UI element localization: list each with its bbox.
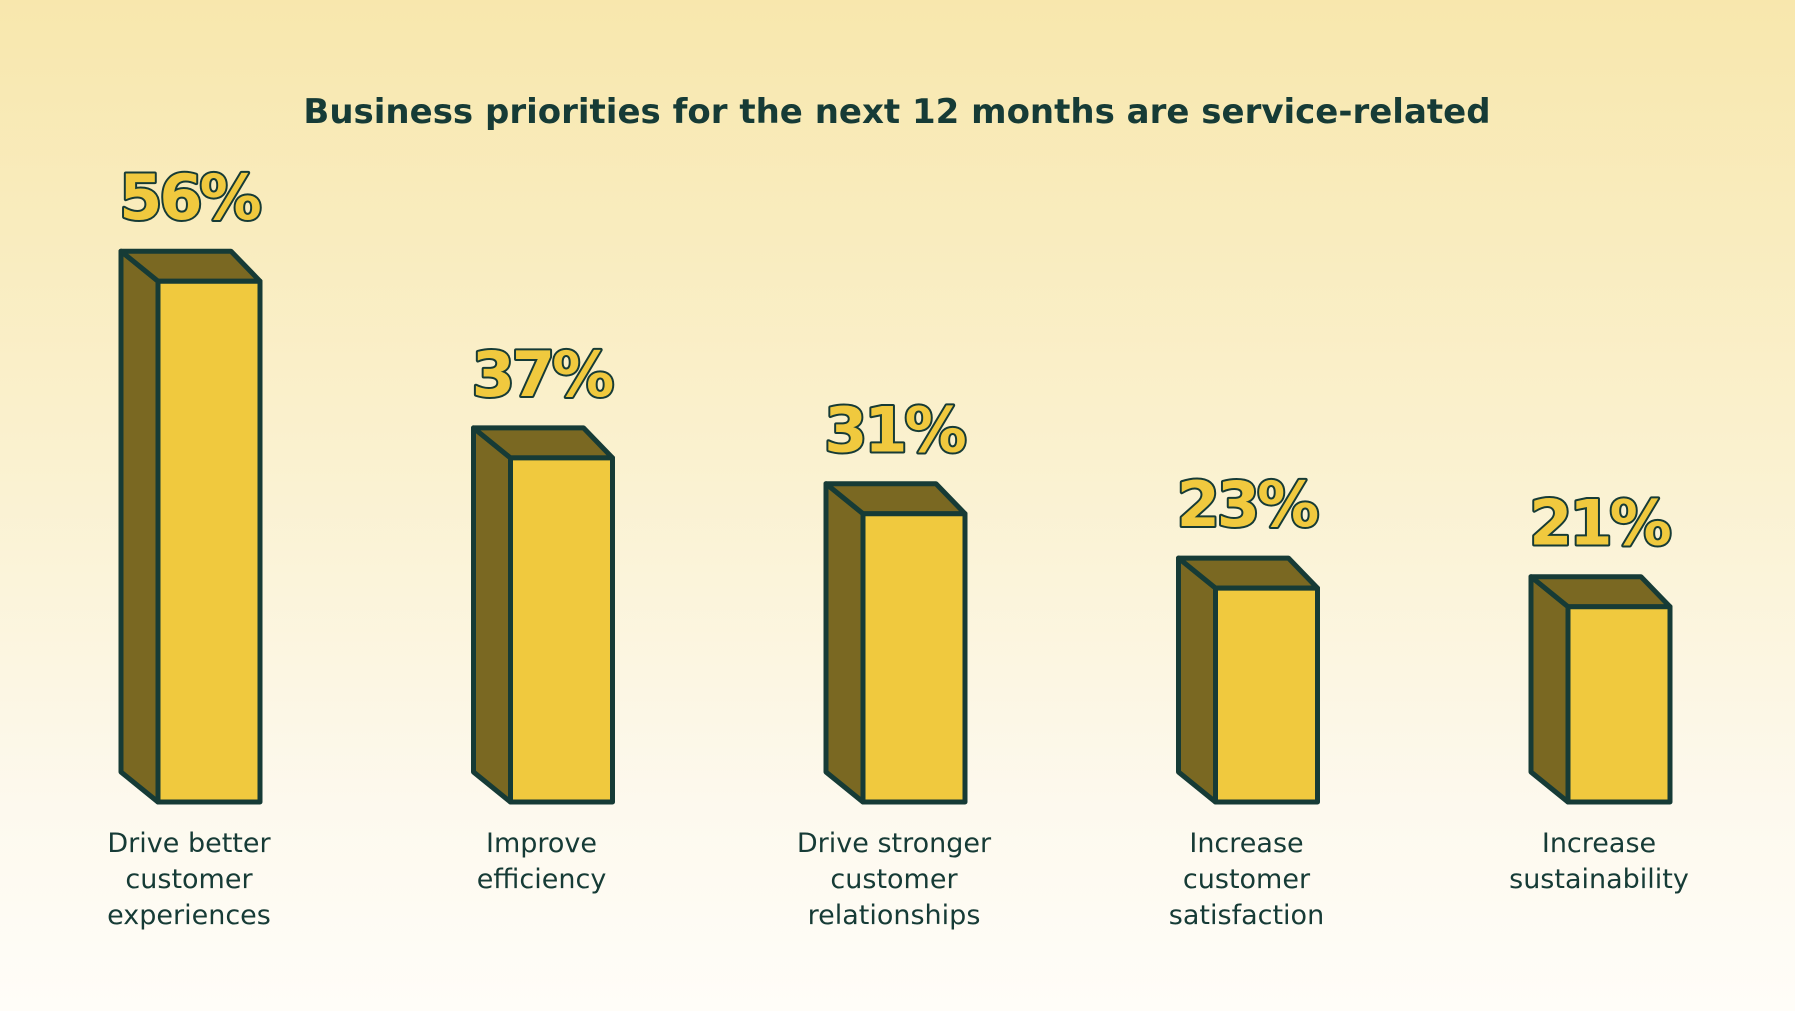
bar-front-face [508, 455, 615, 805]
value-label-1: 56% [119, 161, 260, 234]
category-label-line: experiences [107, 900, 271, 931]
category-label-line: customer [125, 864, 253, 895]
chart-title: Business priorities for the next 12 mont… [303, 92, 1490, 132]
bar-3 [823, 481, 968, 805]
bar-5 [1528, 574, 1673, 805]
category-label-line: Improve [486, 828, 597, 859]
category-label-line: customer [1183, 864, 1311, 895]
category-label-line: Drive stronger [797, 828, 992, 859]
value-label-4: 23% [1177, 468, 1318, 541]
category-label-5: Increase sustainability [1509, 828, 1689, 895]
category-label-line: Increase [1542, 828, 1656, 859]
bar-side-face [118, 248, 161, 805]
category-label-line: satisfaction [1169, 900, 1324, 931]
bar-4 [1176, 555, 1320, 805]
category-label-line: sustainability [1509, 864, 1689, 895]
value-label-2: 37% [472, 338, 613, 411]
bar-front-face [1213, 585, 1320, 805]
category-label-2: Improve efficiency [477, 828, 607, 895]
value-label-5: 21% [1529, 487, 1670, 560]
category-label-1: Drive better customer experiences [107, 828, 271, 931]
category-label-line: relationships [808, 900, 981, 931]
category-label-line: efficiency [477, 864, 607, 895]
bar-side-face [823, 481, 866, 805]
category-label-line: Increase [1189, 828, 1303, 859]
bar-side-face [1528, 574, 1571, 805]
category-label-line: customer [830, 864, 958, 895]
bar-1 [118, 248, 263, 805]
value-label-3: 31% [824, 394, 965, 467]
bar-front-face [155, 278, 263, 805]
category-label-3: Drive stronger customer relationships [797, 828, 992, 931]
category-label-line: Drive better [107, 828, 271, 859]
bar-front-face [860, 511, 968, 805]
bars-group: 56% Drive better customer experiences 37% Imp… [107, 159, 1689, 931]
category-label-4: Increase customer satisfaction [1169, 828, 1324, 931]
bar-side-face [471, 425, 513, 805]
bar-side-face [1176, 555, 1218, 805]
bar-2 [471, 425, 615, 805]
bar-front-face [1565, 604, 1673, 805]
